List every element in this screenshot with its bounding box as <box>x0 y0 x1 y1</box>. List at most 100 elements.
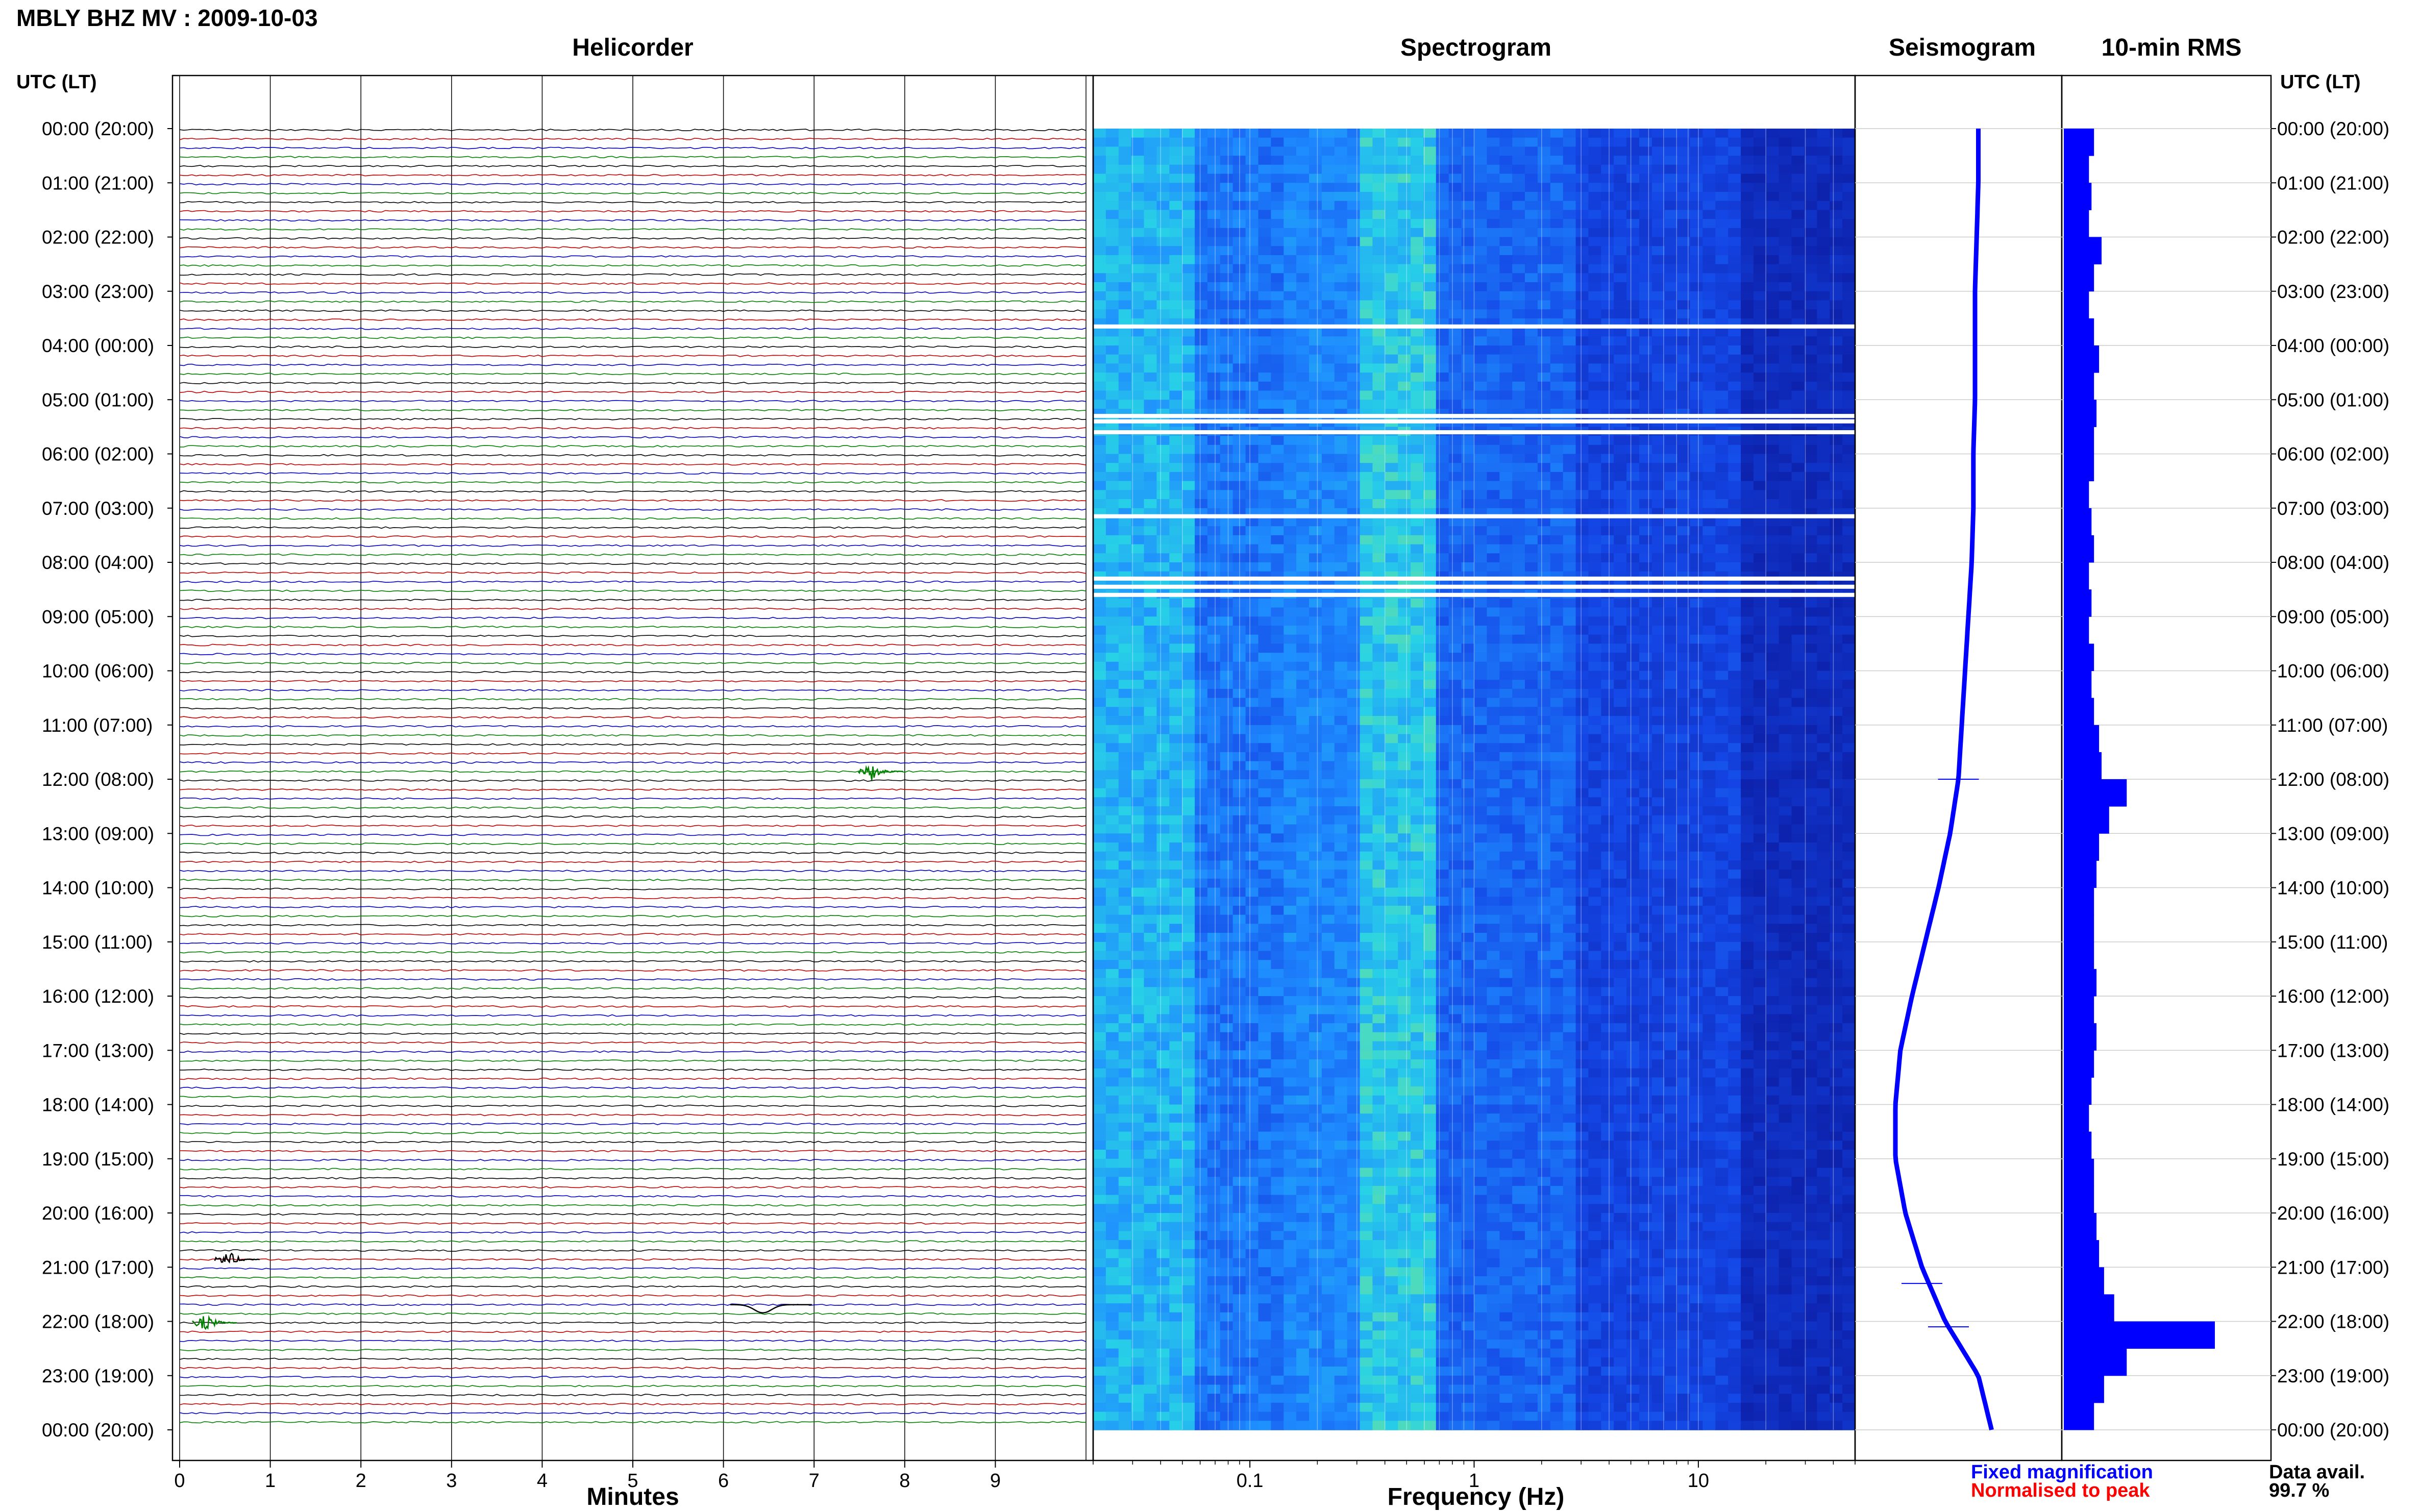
helicorder-trace <box>180 1068 1087 1071</box>
helicorder-trace <box>179 409 1087 412</box>
helicorder-trace <box>179 237 1087 240</box>
helicorder-trace <box>179 996 1087 999</box>
helicorder-event <box>857 765 903 780</box>
helicorder-trace <box>179 1421 1086 1424</box>
helicorder-trace <box>179 571 1087 574</box>
helicorder-trace <box>179 1005 1087 1008</box>
helicorder-trace <box>179 653 1087 656</box>
helicorder-traces <box>179 129 1087 1424</box>
helicorder-xlabel: Minutes <box>586 1483 679 1510</box>
rms-bar <box>2064 860 2097 888</box>
spectrogram-x-tick-label: 0.1 <box>1237 1470 1264 1492</box>
helicorder-trace <box>179 291 1087 294</box>
helicorder-trace <box>179 1367 1087 1370</box>
helicorder-trace <box>179 797 1087 800</box>
helicorder-trace <box>179 526 1087 529</box>
rms-bar <box>2064 1158 2094 1186</box>
helicorder-x-tick-label: 0 <box>174 1470 185 1492</box>
helicorder-trace <box>179 156 1087 159</box>
helicorder-trace <box>179 906 1087 909</box>
station-title: MBLY BHZ MV : 2009-10-03 <box>16 5 318 31</box>
helicorder-trace <box>179 318 1087 321</box>
time-label-right: 06:00 (02:00) <box>2277 444 2389 465</box>
helicorder-x-tick-label: 7 <box>809 1470 820 1492</box>
rms-bar <box>2064 1104 2089 1132</box>
helicorder-trace <box>179 933 1087 936</box>
time-label-left: 17:00 (13:00) <box>42 1040 154 1061</box>
helicorder-trace <box>179 815 1087 818</box>
time-label-right: 19:00 (15:00) <box>2277 1149 2389 1170</box>
rms-bar <box>2064 1321 2215 1349</box>
helicorder-trace <box>179 1041 1087 1044</box>
helicorder-trace <box>179 1104 1087 1107</box>
helicorder-trace <box>179 1411 1087 1415</box>
helicorder-trace <box>179 580 1087 583</box>
helicorder-trace <box>179 1340 1087 1342</box>
spectrogram-heatmap <box>1093 129 1856 1430</box>
helicorder-trace <box>179 1032 1087 1035</box>
helicorder-trace <box>179 1113 1087 1117</box>
helicorder-trace <box>179 1086 1087 1089</box>
helicorder-trace <box>179 987 1087 990</box>
helicorder-trace <box>179 879 1087 881</box>
helicorder-trace <box>179 707 1087 710</box>
helicorder-x-tick-label: 6 <box>718 1470 729 1492</box>
helicorder-trace <box>179 273 1087 276</box>
helicorder-trace <box>179 833 1087 836</box>
helicorder-trace <box>179 300 1087 303</box>
time-label-right: 09:00 (05:00) <box>2277 606 2389 627</box>
helicorder-trace <box>179 499 1087 502</box>
seismogram-title: Seismogram <box>1888 34 2036 61</box>
helicorder-trace <box>179 436 1087 439</box>
rms-bar <box>2064 1077 2092 1105</box>
helicorder-trace <box>179 390 1087 393</box>
helicorder-trace <box>179 481 1087 484</box>
helicorder-trace <box>179 382 1087 384</box>
time-label-right: 16:00 (12:00) <box>2277 986 2389 1007</box>
time-label-right: 04:00 (00:00) <box>2277 335 2389 356</box>
time-label-left: 03:00 (23:00) <box>42 281 154 302</box>
spectrogram-gap <box>1093 324 1855 329</box>
helicorder-trace <box>179 752 1087 755</box>
time-label-right: 15:00 (11:00) <box>2277 932 2388 953</box>
helicorder-trace <box>179 246 1087 249</box>
spectrogram-xlabel: Frequency (Hz) <box>1387 1483 1565 1510</box>
helicorder-trace <box>179 490 1087 493</box>
helicorder-title: Helicorder <box>572 34 694 61</box>
helicorder-trace <box>179 1077 1087 1080</box>
time-label-left: 12:00 (08:00) <box>42 769 154 790</box>
helicorder-trace <box>179 336 1087 339</box>
rms-bar <box>2064 914 2094 943</box>
rms-bar <box>2064 481 2089 509</box>
helicorder-trace <box>179 255 1087 258</box>
helicorder-trace <box>179 373 1087 376</box>
rms-bar <box>2064 156 2089 183</box>
utc-header-right: UTC (LT) <box>2280 71 2361 93</box>
helicorder-trace <box>179 354 1087 357</box>
time-label-right: 22:00 (18:00) <box>2277 1311 2389 1332</box>
time-label-left: 01:00 (21:00) <box>42 172 154 193</box>
helicorder-trace <box>180 851 1087 854</box>
helicorder-trace <box>179 228 1087 231</box>
helicorder-trace <box>179 309 1087 312</box>
rms-bar <box>2064 806 2109 834</box>
spectrogram-x-tick-label: 10 <box>1688 1470 1709 1492</box>
helicorder-trace <box>179 1357 1087 1360</box>
helicorder-event <box>730 1304 812 1313</box>
helicorder-trace <box>179 734 1087 737</box>
time-label-left: 19:00 (15:00) <box>42 1149 154 1170</box>
spectrogram-x-tick-label: 1 <box>1469 1470 1479 1492</box>
time-label-left: 09:00 (05:00) <box>42 606 154 627</box>
helicorder-trace <box>179 1231 1087 1234</box>
helicorder-trace <box>179 1303 1087 1306</box>
helicorder-trace <box>179 508 1087 511</box>
helicorder-trace <box>179 562 1087 565</box>
helicorder-trace <box>179 1123 1087 1126</box>
helicorder-trace <box>179 137 1087 140</box>
helicorder-trace <box>179 607 1087 610</box>
helicorder-trace <box>179 924 1087 927</box>
rms-bar <box>2064 1267 2104 1295</box>
helicorder-trace <box>179 1394 1087 1397</box>
rms-bar <box>2064 833 2100 861</box>
